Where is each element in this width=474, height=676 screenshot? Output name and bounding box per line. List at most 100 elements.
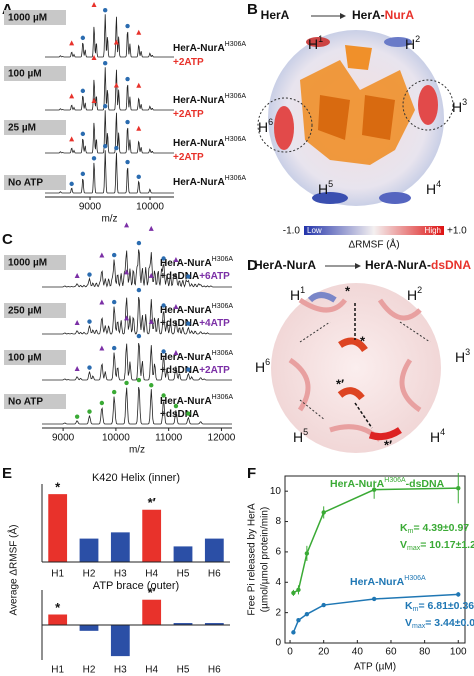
peak-marker bbox=[74, 414, 80, 419]
peak-marker bbox=[114, 145, 119, 151]
helix-label: H4 bbox=[430, 427, 445, 444]
text-part: +dsDNA bbox=[160, 271, 199, 282]
peak-marker bbox=[80, 88, 86, 94]
annotation: *′ bbox=[148, 585, 156, 600]
panel-title: HerA-NurA bbox=[352, 8, 414, 22]
text-part: H306A bbox=[404, 575, 426, 582]
peak-marker bbox=[136, 174, 141, 180]
text-part: H306A bbox=[212, 303, 234, 310]
peak-marker bbox=[136, 377, 142, 383]
text-part: +6ATP bbox=[199, 271, 230, 282]
condition-box bbox=[4, 394, 66, 409]
star: *′ bbox=[384, 437, 392, 452]
peak-marker bbox=[113, 82, 119, 88]
x-tick-label: H6 bbox=[208, 665, 221, 676]
bar bbox=[79, 538, 99, 562]
peak-marker bbox=[186, 274, 191, 279]
x-tick-label: H2 bbox=[83, 665, 96, 676]
y-tick-label: 0 bbox=[275, 638, 281, 649]
text-part: H bbox=[455, 349, 465, 365]
peak-marker bbox=[173, 403, 179, 409]
panel-label: D bbox=[247, 257, 258, 274]
bar bbox=[48, 494, 68, 562]
condition-label: 25 µM bbox=[8, 123, 36, 134]
peak-marker bbox=[125, 23, 130, 29]
peak-marker bbox=[186, 367, 191, 372]
trace-label: HerA-NurAH306A bbox=[160, 303, 233, 315]
peak-marker bbox=[113, 39, 119, 45]
spectrum bbox=[42, 343, 232, 381]
text-part: = 6.81±0.36 bbox=[418, 600, 474, 612]
peak-marker bbox=[69, 40, 75, 46]
y-axis-label: Average ΔRMSF (Å) bbox=[7, 525, 20, 616]
text-part: +dsDNA bbox=[160, 318, 199, 329]
text-part: H bbox=[290, 287, 300, 303]
peak-marker bbox=[173, 257, 179, 263]
peak-marker bbox=[136, 82, 142, 88]
trace-label: HerA-NurAH306A bbox=[173, 175, 246, 187]
panel-label: E bbox=[2, 465, 12, 482]
text-part: +4ATP bbox=[199, 318, 230, 329]
text-part: H bbox=[407, 287, 417, 303]
spectrum bbox=[45, 67, 174, 111]
peak-marker bbox=[149, 383, 154, 388]
peak-marker bbox=[74, 272, 80, 278]
x-tick-label: H6 bbox=[208, 569, 221, 580]
text-part: H306A bbox=[225, 41, 247, 48]
text-part: 2 bbox=[417, 285, 422, 295]
peak-marker bbox=[186, 321, 191, 326]
peak-marker bbox=[136, 240, 142, 246]
peak-marker bbox=[69, 181, 74, 187]
peak-marker bbox=[80, 35, 86, 41]
peak-marker bbox=[99, 345, 105, 351]
point bbox=[371, 487, 377, 492]
bar bbox=[142, 599, 162, 625]
peak-marker bbox=[136, 333, 142, 339]
text-part: V bbox=[405, 617, 412, 629]
trace-label: HerA-NurAH306A bbox=[160, 394, 233, 406]
condition-box bbox=[4, 303, 66, 318]
x-tick-label: 100 bbox=[450, 647, 467, 658]
trace-label: +2ATP bbox=[173, 57, 204, 68]
point bbox=[296, 618, 301, 623]
peak-marker bbox=[173, 304, 179, 310]
structure-d bbox=[271, 263, 441, 453]
text-part: +dsDNA bbox=[160, 365, 199, 376]
text-part: HerA-NurA bbox=[160, 305, 212, 316]
point bbox=[291, 590, 296, 596]
x-tick-label: H5 bbox=[177, 665, 190, 676]
condition-label: 100 µM bbox=[8, 69, 42, 80]
helix-label: H3 bbox=[452, 97, 467, 114]
bar bbox=[173, 546, 193, 562]
peak-marker bbox=[136, 125, 142, 131]
text-part: H bbox=[258, 119, 268, 135]
peak-marker bbox=[124, 315, 130, 321]
y-axis-label: Free Pi released by HerA bbox=[247, 503, 258, 616]
peak-marker bbox=[87, 409, 92, 414]
peak-marker bbox=[124, 269, 130, 275]
trace-label: HerA-NurAH306A bbox=[173, 93, 246, 105]
text-part: H bbox=[430, 429, 440, 445]
panel-title: HerA bbox=[261, 8, 290, 22]
text-part: HerA-NurA- bbox=[365, 258, 431, 272]
peak-marker bbox=[124, 222, 130, 228]
text-part: H306A bbox=[212, 394, 234, 401]
text-part: = 10.17±1.25 bbox=[420, 539, 474, 551]
spectrum bbox=[45, 14, 174, 58]
condition-box bbox=[4, 255, 66, 270]
bar bbox=[173, 623, 193, 625]
spectrum bbox=[42, 249, 232, 288]
text-part: +2ATP bbox=[173, 57, 204, 68]
helix-label: H5 bbox=[318, 179, 333, 196]
text-part: H bbox=[255, 359, 265, 375]
condition-label: 1000 µM bbox=[8, 258, 47, 269]
text-part: HerA-NurA bbox=[160, 396, 212, 407]
condition-box bbox=[4, 120, 66, 135]
text-part: 4 bbox=[440, 427, 445, 437]
text-part: V bbox=[400, 539, 407, 551]
condition-box bbox=[4, 175, 66, 190]
text-part: -dsDNA bbox=[406, 478, 445, 490]
annotation: * bbox=[55, 480, 61, 495]
spectrum bbox=[42, 297, 232, 335]
